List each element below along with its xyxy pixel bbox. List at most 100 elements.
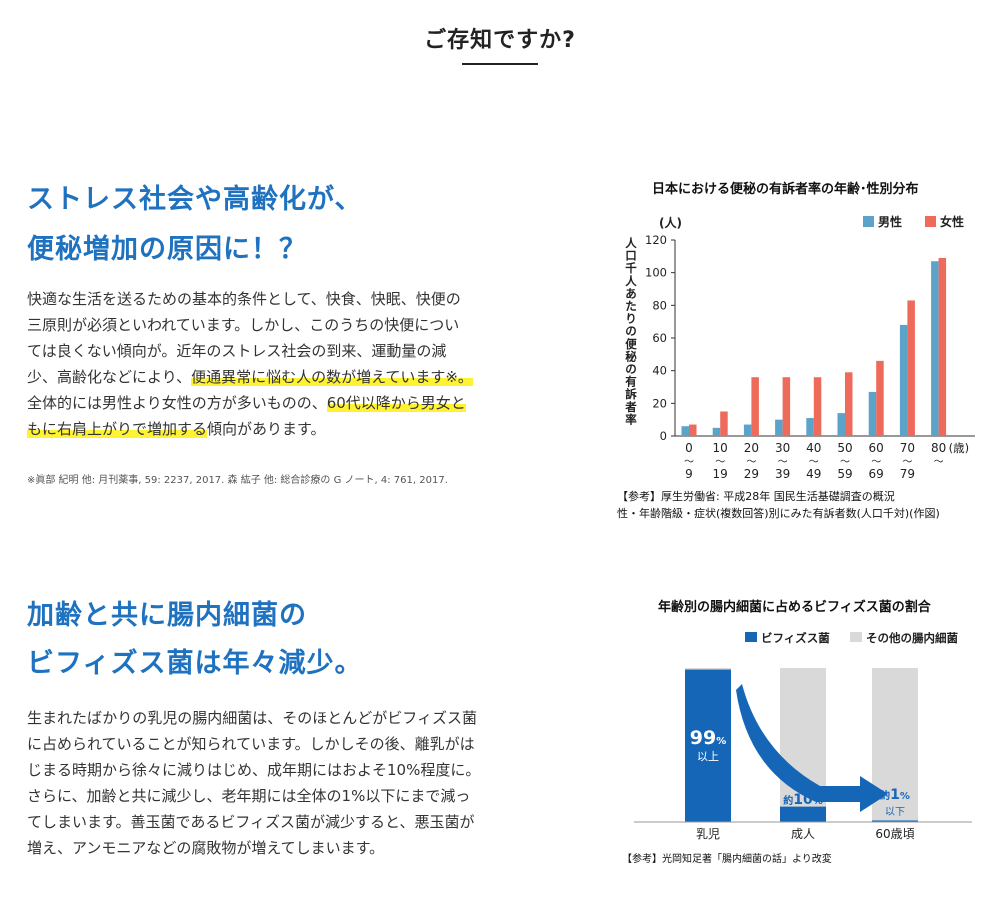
bar-female xyxy=(845,372,853,436)
section2-body-line: 増え、アンモニアなどの腐敗物が増えてしまいます。 xyxy=(27,839,385,857)
x-tick-label: 9 xyxy=(685,467,693,481)
section1-body-line: ては良くない傾向が。近年のストレス社会の到来、運動量の減 xyxy=(27,342,447,360)
y-axis-label-char: 訴 xyxy=(625,387,637,401)
x-tick-label: 70 xyxy=(900,441,915,455)
y-axis-label-char: の xyxy=(625,324,637,338)
value-number: 99 xyxy=(690,727,716,749)
body-text-segment: 傾向があります。 xyxy=(207,420,326,438)
value-unit: % xyxy=(716,736,726,747)
category-label: 成人 xyxy=(791,827,815,841)
y-axis-label-char: 有 xyxy=(625,375,637,389)
y-axis-label-char: り xyxy=(625,312,637,326)
bar-male xyxy=(743,424,752,436)
page-title: ご存知ですか? xyxy=(424,28,576,53)
bar-female xyxy=(938,257,947,436)
chart1-source: 【参考】厚生労働省: 平成28年 国民生活基礎調査の概況 性・年齢階級・症状(複… xyxy=(617,488,940,522)
x-tick-label: 59 xyxy=(837,467,852,481)
y-axis-label-char: 人 xyxy=(625,236,637,250)
section1-heading: ストレス社会や高齢化が、 便秘増加の原因に！？ xyxy=(27,178,362,272)
category-label: 乳児 xyxy=(696,827,720,841)
bar-bifidobacteria xyxy=(780,806,826,822)
bar-female xyxy=(751,377,759,436)
y-axis-label-char: 率 xyxy=(625,412,637,426)
x-tick-label: 10 xyxy=(713,441,728,455)
bar-female xyxy=(689,424,697,436)
value-number: 1 xyxy=(890,787,900,803)
x-tick-label: 80 xyxy=(931,441,946,455)
section1-body: 快適な生活を送るための基本的条件として、快食、快眠、快便の 三原則が必須といわれ… xyxy=(27,286,547,442)
highlighted-text: 60代以降から男女と xyxy=(326,394,466,412)
x-tick-label: 0 xyxy=(685,441,693,455)
bar-male xyxy=(868,391,877,436)
y-axis-label-char: 便 xyxy=(625,337,637,351)
y-tick-label: 100 xyxy=(645,266,667,280)
section1-body-line: 三原則が必須といわれています。しかし、このうちの快便につい xyxy=(27,316,460,334)
x-tick-separator: 〜 xyxy=(809,457,819,468)
section1-body-line: もに右肩上がりで増加する傾向があります。 xyxy=(27,416,547,442)
bar-female xyxy=(907,300,915,436)
bar-male xyxy=(837,413,845,436)
decrease-arrow xyxy=(736,684,888,812)
bar-female xyxy=(782,377,791,436)
chart2-title: 年齢別の腸内細菌に占めるビフィズス菌の割合 xyxy=(658,600,931,615)
section2-body-line: 生まれたばかりの乳児の腸内細菌は、そのほとんどがビフィズス菌 xyxy=(27,709,478,727)
x-tick-label: 69 xyxy=(869,467,884,481)
section2-heading-line2: ビフィズス菌は年々減少。 xyxy=(27,648,363,679)
y-axis-label-char: 秘 xyxy=(625,349,637,363)
highlighted-text: 便通異常に悩む人の数が増えています※。 xyxy=(191,368,473,386)
x-tick-label: 39 xyxy=(775,467,790,481)
bar-male xyxy=(806,418,814,436)
x-tick-separator: 〜 xyxy=(715,457,725,468)
x-tick-separator: 〜 xyxy=(902,457,912,468)
value-unit: % xyxy=(900,791,910,802)
x-tick-label: 40 xyxy=(806,441,821,455)
section2-heading: 加齢と共に腸内細菌の ビフィズス菌は年々減少。 xyxy=(27,594,362,686)
y-axis-label-char: 千 xyxy=(625,261,637,275)
bar-bifidobacteria xyxy=(685,669,731,822)
value-prefix: 約 xyxy=(783,794,793,807)
y-tick-label: 120 xyxy=(645,233,667,247)
chart1-title: 日本における便秘の有訴者率の年齢･性別分布 xyxy=(652,182,919,197)
x-tick-label: 50 xyxy=(837,441,852,455)
bar-male xyxy=(681,426,689,436)
section2-heading-line1: 加齢と共に腸内細菌の xyxy=(27,600,307,631)
legend-label: ビフィズス菌 xyxy=(761,631,830,645)
category-label: 60歳頃 xyxy=(875,827,914,841)
y-tick-label: 40 xyxy=(652,364,667,378)
x-tick-separator: 〜 xyxy=(871,457,881,468)
x-tick-separator: 〜 xyxy=(778,457,788,468)
y-unit-label: (人) xyxy=(659,215,682,230)
bar-other-bacteria xyxy=(685,668,731,670)
legend-label: 男性 xyxy=(878,214,902,229)
section2-body: 生まれたばかりの乳児の腸内細菌は、そのほとんどがビフィズス菌 に占められているこ… xyxy=(27,705,557,861)
y-tick-label: 20 xyxy=(652,396,667,410)
legend-swatch xyxy=(863,216,874,227)
section2-body-line: さらに、加齢と共に減少し、老年期には全体の1%以下にまで減っ xyxy=(27,787,471,805)
section1-heading-line1: ストレス社会や高齢化が、 xyxy=(27,184,363,215)
value-suffix: 以上 xyxy=(697,750,719,763)
chart2-source: 【参考】光岡知足著「腸内細菌の話」より改変 xyxy=(622,854,832,865)
bar-male xyxy=(775,419,783,436)
section1-body-line: 快適な生活を送るための基本的条件として、快食、快眠、快便の xyxy=(27,290,461,308)
value-unit: % xyxy=(813,796,823,807)
x-tick-label: 30 xyxy=(775,441,790,455)
section1-body-line: 少、高齢化などにより、便通異常に悩む人の数が増えています※。 xyxy=(27,364,547,390)
legend-label: 女性 xyxy=(940,214,964,229)
highlighted-text: もに右肩上がりで増加する xyxy=(27,420,208,438)
x-tick-label: 19 xyxy=(713,467,728,481)
x-tick-separator: 〜 xyxy=(934,457,944,468)
x-tick-separator: 〜 xyxy=(840,457,850,468)
section2-body-line: に占められていることが知られています。しかしその後、離乳がは xyxy=(27,735,475,753)
y-tick-label: 60 xyxy=(652,331,667,345)
x-tick-separator: 〜 xyxy=(746,457,756,468)
title-underline xyxy=(462,63,538,65)
x-tick-label: 79 xyxy=(900,467,915,481)
body-text-segment: 少、高齢化などにより、 xyxy=(27,368,192,386)
section1-body-line: 全体的には男性より女性の方が多いものの、60代以降から男女と xyxy=(27,390,547,416)
bar-male xyxy=(931,261,939,436)
legend-label: その他の腸内細菌 xyxy=(866,631,958,645)
bar-male xyxy=(899,324,908,436)
y-tick-label: 0 xyxy=(660,429,667,443)
x-tick-label: 29 xyxy=(744,467,759,481)
